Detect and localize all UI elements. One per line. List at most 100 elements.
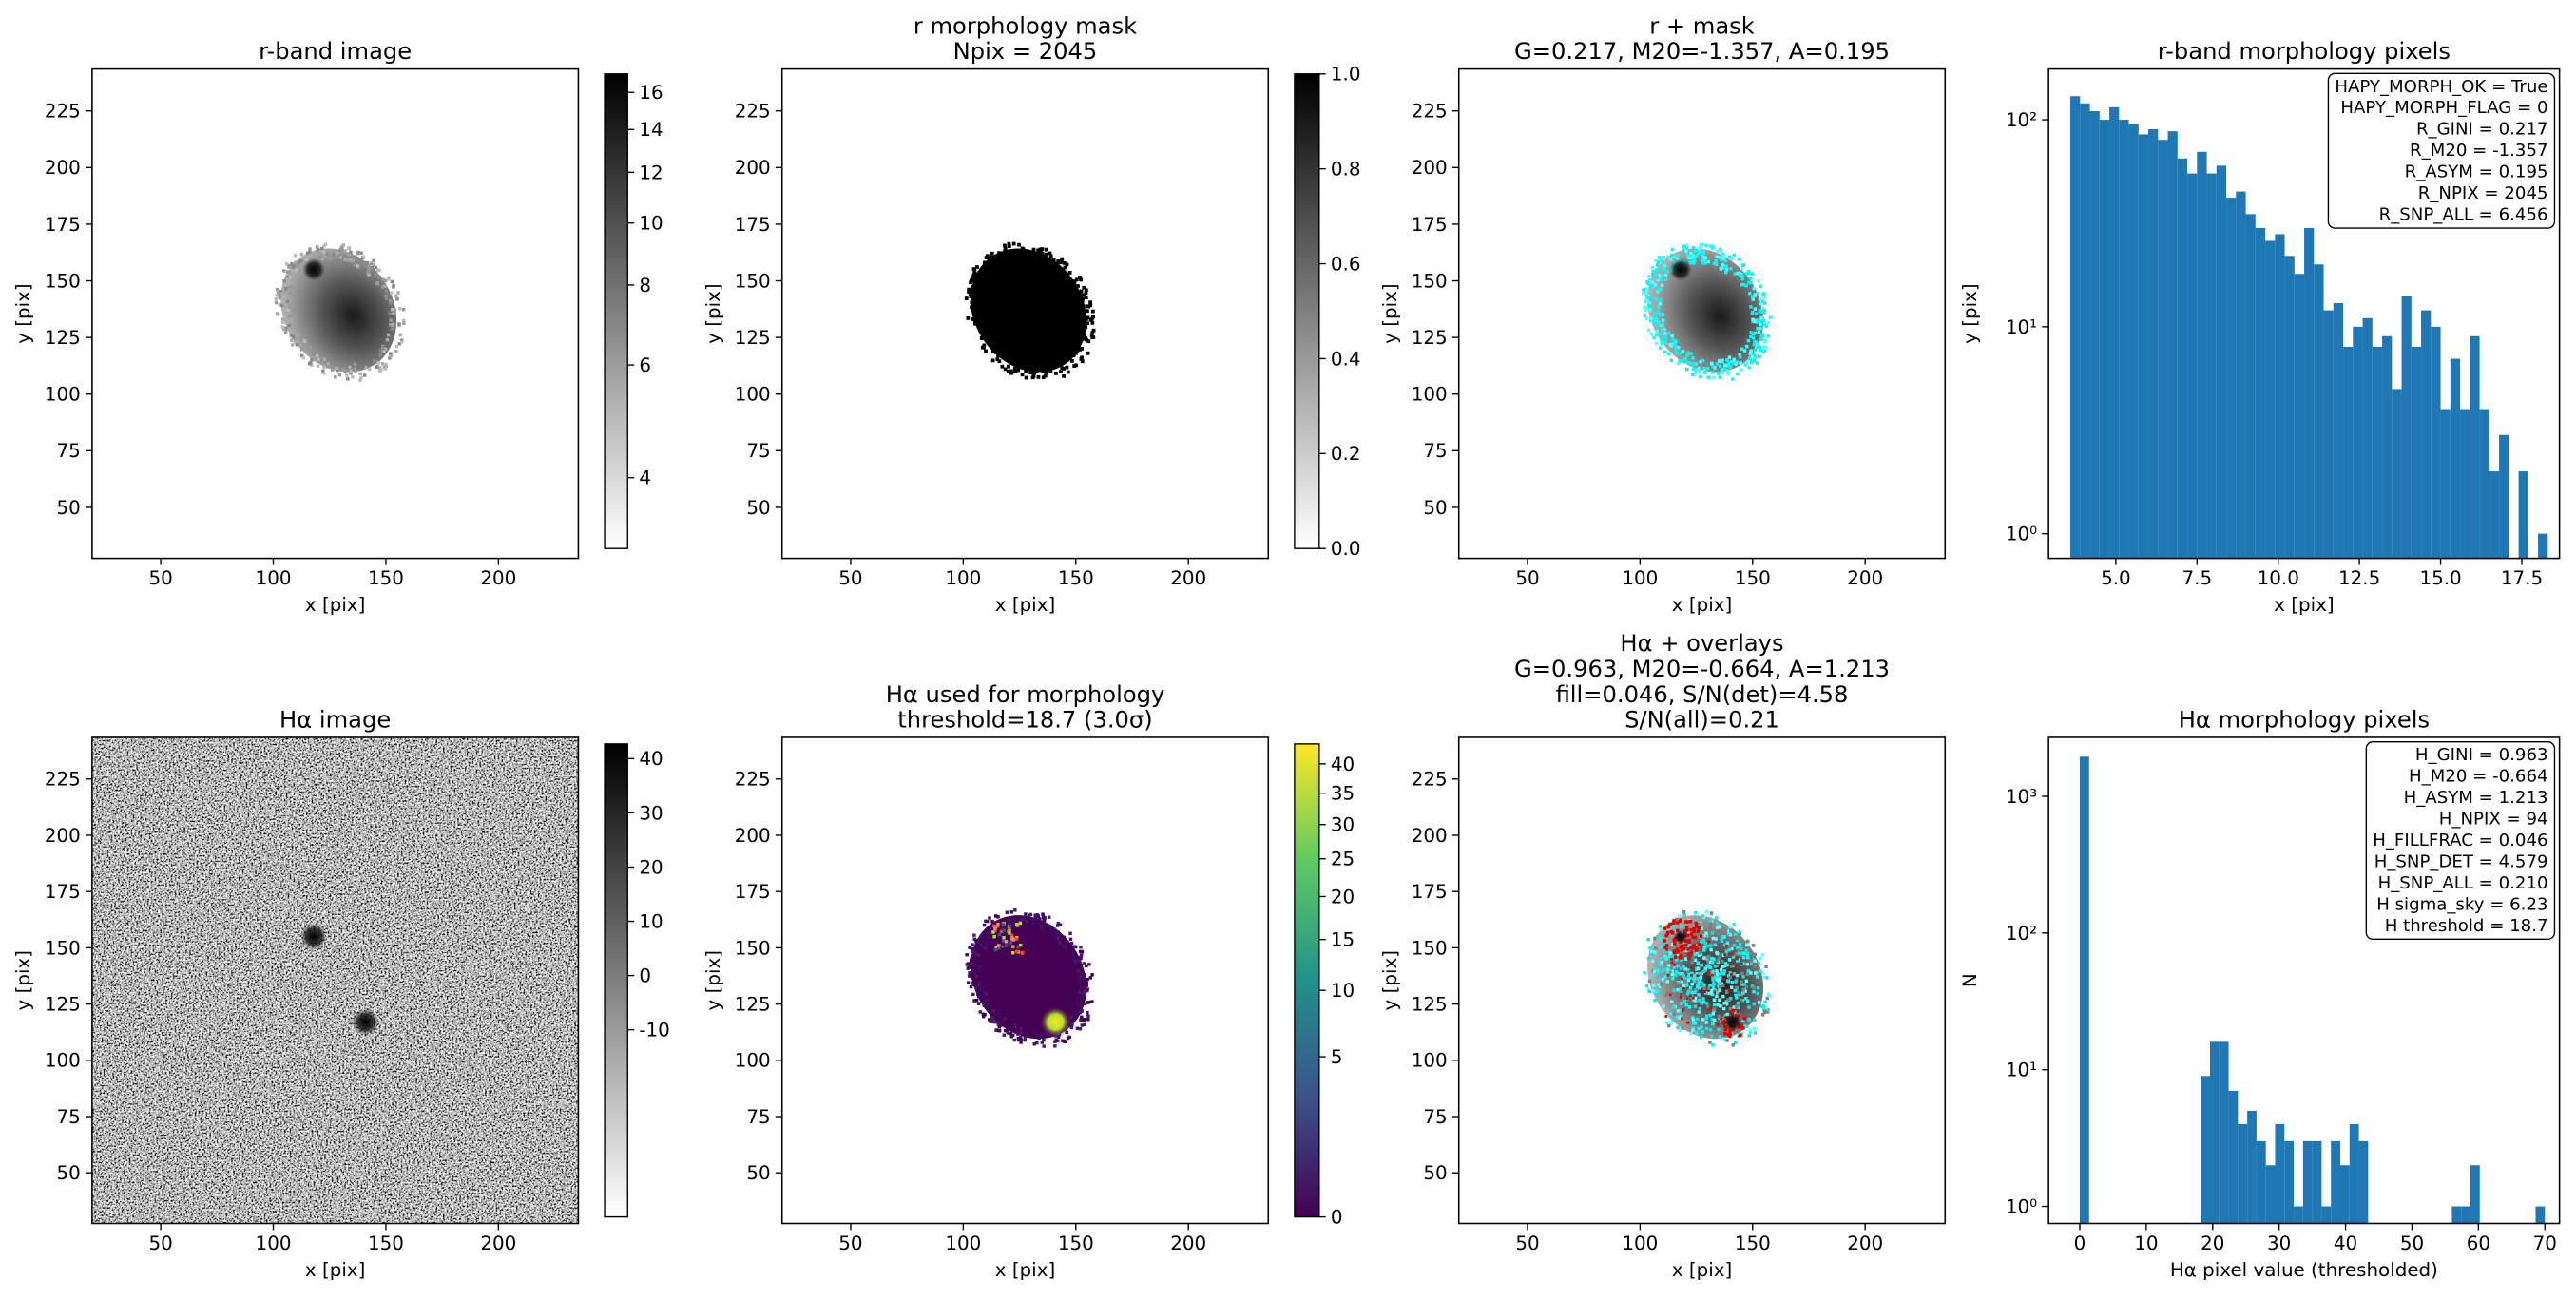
speckle (1058, 940, 1062, 945)
speckle (971, 317, 975, 321)
detection-pixel (1682, 946, 1686, 951)
bar (2265, 240, 2276, 559)
detection-pixel (1679, 996, 1682, 999)
speckle (987, 1018, 991, 1022)
speckle (1086, 321, 1089, 326)
bar (2206, 173, 2217, 559)
speckle (389, 291, 394, 295)
speckle (1682, 965, 1685, 968)
speckle (1067, 943, 1070, 946)
speckle (1647, 989, 1651, 994)
detection-pixel (1711, 973, 1714, 977)
x-tick-label: 15.0 (2419, 567, 2461, 589)
speckle (1733, 272, 1738, 276)
speckle (984, 991, 988, 996)
speckle (1746, 269, 1750, 274)
speckle (1754, 312, 1759, 315)
stats-line: H_SNP_DET = 4.579 (2374, 851, 2548, 871)
speckle (990, 1015, 994, 1020)
speckle (1676, 346, 1681, 350)
colorbar-tick-label: 0.6 (1331, 253, 1361, 275)
speckle (322, 365, 326, 370)
detection-pixel (1676, 921, 1680, 925)
speckle (1749, 350, 1753, 354)
detection-pixel (1685, 997, 1689, 1001)
speckle (1077, 977, 1081, 981)
speckle (1667, 946, 1672, 950)
detection-pixel (1730, 953, 1734, 957)
speckle (1738, 929, 1741, 934)
x-tick-label: 60 (2467, 1232, 2490, 1254)
speckle (1044, 247, 1048, 252)
speckle (1748, 291, 1752, 296)
bar (2201, 1076, 2210, 1224)
x-tick-label: 150 (1735, 567, 1771, 589)
speckle (1009, 933, 1014, 937)
speckle (1036, 374, 1041, 379)
speckle (290, 284, 294, 289)
speckle (1025, 919, 1029, 924)
speckle (1667, 353, 1671, 356)
speckle (1679, 986, 1682, 991)
speckle (1009, 369, 1013, 373)
stats-line: H_GINI = 0.963 (2415, 745, 2548, 765)
speckle (1655, 329, 1659, 334)
speckle (1064, 271, 1068, 276)
speckle (1696, 251, 1701, 255)
x-axis-label: Hα pixel value (thresholded) (2170, 1259, 2438, 1281)
speckle (1075, 349, 1080, 353)
detection-pixel (1694, 921, 1698, 926)
y-tick-label: 150 (1412, 270, 1448, 292)
speckle (1041, 912, 1045, 916)
speckle (1750, 295, 1755, 299)
detection-pixel (1668, 922, 1672, 926)
speckle (1735, 936, 1740, 940)
speckle (986, 337, 990, 342)
bar (2538, 533, 2548, 559)
speckle (1041, 369, 1046, 373)
speckle (1745, 972, 1750, 977)
speckle (1750, 272, 1755, 276)
detection-pixel (1731, 1008, 1736, 1013)
speckle (973, 309, 978, 314)
detection-pixel (1668, 993, 1672, 997)
speckle (332, 256, 336, 259)
speckle (990, 262, 994, 266)
speckle (1720, 953, 1723, 957)
speckle (1690, 982, 1694, 986)
speckle (384, 347, 388, 352)
speckle (1079, 277, 1084, 282)
detection-pixel (1697, 929, 1701, 933)
speckle (289, 318, 294, 322)
speckle (990, 1012, 995, 1017)
speckle (1011, 1026, 1015, 1031)
speckle (288, 315, 292, 318)
speckle (1661, 318, 1665, 322)
speckle (1740, 347, 1744, 351)
speckle (981, 931, 986, 935)
speckle (1711, 364, 1715, 368)
bar (2294, 1206, 2303, 1224)
speckle (1652, 319, 1657, 323)
speckle (1065, 365, 1069, 370)
speckle (1745, 943, 1749, 947)
speckle (980, 998, 985, 1003)
speckle (1656, 304, 1661, 309)
detection-pixel (1686, 947, 1690, 951)
speckle (976, 994, 981, 999)
speckle (1679, 966, 1683, 970)
speckle (1693, 974, 1697, 978)
speckle (1713, 366, 1717, 370)
speckle (1672, 965, 1677, 970)
detection-pixel (1736, 1010, 1740, 1014)
speckle (987, 927, 991, 932)
speckle (1712, 1003, 1717, 1007)
colorbar (1294, 743, 1320, 1218)
speckle (1652, 969, 1657, 974)
speckle (1078, 348, 1082, 352)
speckle (1727, 931, 1731, 936)
speckle (982, 933, 986, 937)
speckle (1740, 946, 1743, 950)
speckle (1654, 258, 1658, 263)
x-tick-label: 30 (2267, 1232, 2291, 1254)
